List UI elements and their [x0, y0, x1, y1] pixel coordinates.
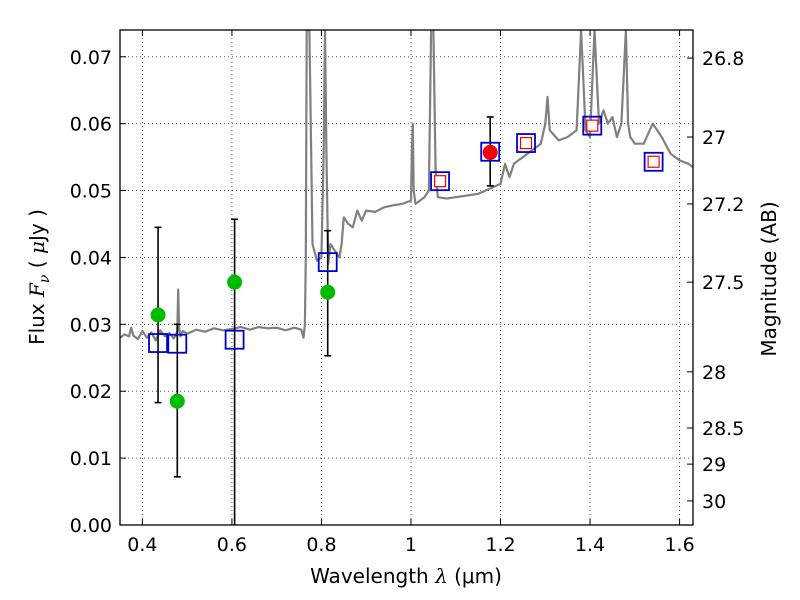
x-tick-label: 1.6 [664, 534, 694, 556]
y2-tick-label: 29 [702, 454, 726, 476]
x-tick-label: 1.2 [485, 534, 515, 556]
y2-tick-label: 27.2 [702, 194, 744, 216]
y-tick-label: 0.06 [70, 114, 112, 136]
y2-axis-label: Magnitude (AB) [757, 201, 781, 356]
x-tick-label: 0.4 [127, 534, 157, 556]
band-square-marker [480, 141, 501, 162]
band-square-marker [643, 151, 664, 172]
band-square-marker [148, 333, 168, 353]
model-flux-marker [586, 119, 599, 132]
detection-point [169, 393, 185, 409]
band-square-marker [516, 133, 536, 153]
y2-tick-label: 28 [702, 362, 726, 384]
y-tick-label: 0.03 [70, 314, 112, 336]
y2-axis-ticks: 26.8 27 27.2 27.5 28 28.5 29 30 [687, 48, 744, 513]
model-flux-marker [647, 155, 660, 168]
detection-point [482, 144, 498, 160]
model-flux-marker [519, 136, 533, 150]
y2-tick-label: 26.8 [702, 48, 744, 70]
plot-frame [119, 29, 694, 526]
band-square-marker [317, 252, 338, 273]
y-axis-ticks: 0.00 0.01 0.02 0.03 0.04 0.05 0.06 0.07 [70, 47, 126, 537]
detection-point [320, 284, 336, 300]
y2-tick-label: 27.5 [702, 272, 744, 294]
y2-tick-label: 30 [702, 491, 726, 513]
x-tick-label: 0.6 [217, 534, 247, 556]
x-axis-ticks: 0.4 0.6 0.8 1 1.2 1.4 1.6 [127, 30, 695, 556]
y-tick-label: 0.02 [70, 381, 112, 403]
band-square-marker [224, 329, 245, 350]
spectrum-layer [120, 30, 693, 342]
detection-point [227, 274, 243, 290]
marker-layer [148, 115, 664, 409]
x-tick-label: 0.8 [306, 534, 336, 556]
model-flux-marker [433, 175, 447, 188]
x-tick-label: 1.4 [575, 534, 605, 556]
grid [120, 30, 693, 526]
y-tick-label: 0.05 [70, 181, 112, 203]
band-square-marker [167, 333, 188, 354]
band-square-marker [582, 115, 603, 136]
y-tick-label: 0.00 [70, 515, 112, 537]
y2-tick-label: 28.5 [702, 418, 744, 440]
y-tick-label: 0.07 [70, 47, 112, 69]
y-tick-label: 0.01 [70, 448, 112, 470]
plot-region [120, 30, 693, 525]
detection-point [150, 307, 166, 323]
y2-tick-label: 27 [702, 127, 726, 149]
model-spectrum-line [120, 30, 693, 342]
y-axis-label: Flux Fν ( μJy ) [25, 209, 53, 345]
x-axis-label: Wavelength λ (μm) [310, 564, 502, 588]
band-square-marker [430, 171, 450, 192]
y-tick-label: 0.04 [70, 247, 112, 269]
x-tick-label: 1 [405, 534, 417, 556]
